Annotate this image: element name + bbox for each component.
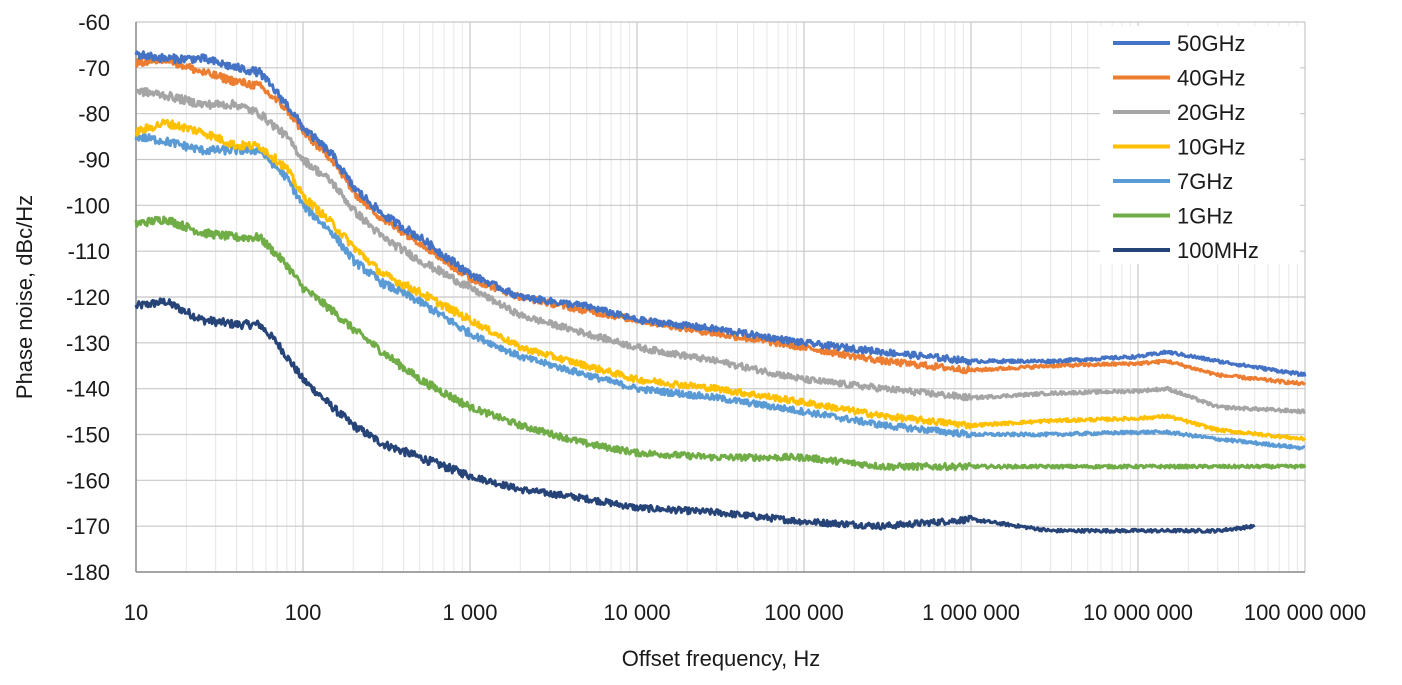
- y-tick-label: -70: [78, 56, 110, 81]
- series-line-10GHz: [135, 118, 1307, 442]
- x-tick-label: 10 000 000: [1083, 600, 1193, 625]
- x-axis-ticks: 10 100 1 000 10 000 100 000 1 000 000 10 000 0…: [124, 600, 1366, 625]
- legend-label-20GHz: 20GHz: [1177, 100, 1245, 125]
- y-tick-label: -90: [78, 148, 110, 173]
- y-tick-label: -180: [66, 560, 110, 585]
- x-tick-label: 100: [285, 600, 322, 625]
- series-lines: [134, 50, 1307, 534]
- legend-label-40GHz: 40GHz: [1177, 66, 1245, 91]
- x-tick-label: 1 000: [442, 600, 497, 625]
- y-tick-label: -80: [78, 102, 110, 127]
- series-line-50GHz: [134, 50, 1307, 377]
- legend-label-100MHz: 100MHz: [1177, 238, 1259, 263]
- legend-label-1GHz: 1GHz: [1177, 204, 1233, 229]
- series-line-40GHz: [134, 54, 1307, 387]
- y-tick-label: -130: [66, 331, 110, 356]
- y-tick-label: -100: [66, 193, 110, 218]
- x-tick-label: 10 000: [603, 600, 670, 625]
- y-tick-label: -120: [66, 285, 110, 310]
- x-tick-label: 100 000: [764, 600, 844, 625]
- y-tick-label: -60: [78, 10, 110, 35]
- x-tick-label: 10: [124, 600, 148, 625]
- y-tick-label: -170: [66, 514, 110, 539]
- x-tick-label: 100 000 000: [1244, 600, 1366, 625]
- series-line-20GHz: [134, 87, 1307, 415]
- legend: 50GHz 40GHz 20GHz 10GHz 7GHz 1GHz 100MHz: [1100, 26, 1300, 264]
- plot-frame: [135, 22, 1305, 573]
- series-line-7GHz: [134, 132, 1306, 451]
- x-tick-label: 1 000 000: [922, 600, 1020, 625]
- y-tick-label: -160: [66, 468, 110, 493]
- y-tick-label: -150: [66, 423, 110, 448]
- legend-label-7GHz: 7GHz: [1177, 169, 1233, 194]
- legend-label-50GHz: 50GHz: [1177, 31, 1245, 56]
- y-tick-label: -140: [66, 377, 110, 402]
- series-line-1GHz: [134, 215, 1307, 472]
- series-line-100MHz: [134, 297, 1256, 534]
- y-tick-label: -110: [68, 239, 110, 264]
- legend-label-10GHz: 10GHz: [1177, 135, 1245, 160]
- x-axis-title: Offset frequency, Hz: [622, 646, 821, 671]
- y-axis-ticks: -60 -70 -80 -90 -100 -110 -120 -130 -140 -150 -160…: [66, 10, 110, 585]
- y-axis-title: Phase noise, dBc/Hz: [12, 195, 37, 399]
